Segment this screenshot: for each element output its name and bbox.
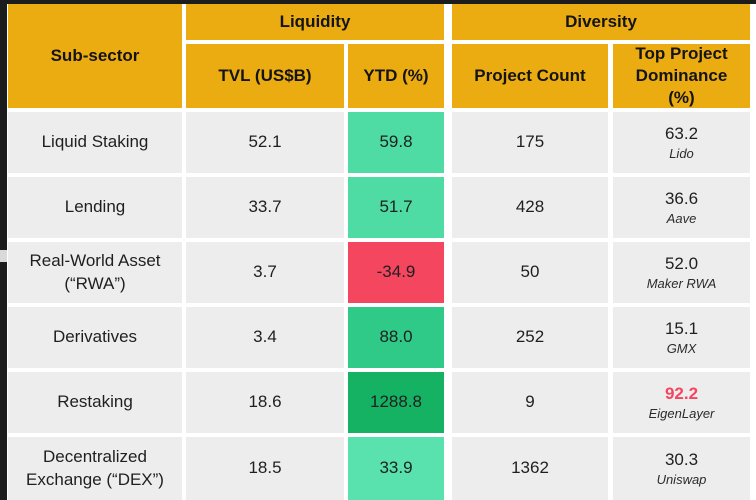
tvl-rwa: 3.7	[186, 242, 344, 303]
tvl-derivatives: 3.4	[186, 307, 344, 368]
header-group-liquidity: Liquidity	[186, 4, 444, 40]
row-name-rwa: Real-World Asset (“RWA”)	[8, 242, 182, 303]
top-project-name: EigenLayer	[648, 405, 715, 421]
header-group-diversity: Diversity	[452, 4, 750, 40]
dominance-value: 30.3	[664, 449, 699, 469]
top-project-name: GMX	[666, 340, 697, 356]
dominance-liquid-staking: 63.2 Lido	[613, 112, 750, 173]
top-project-name: Uniswap	[656, 471, 707, 487]
ytd-dex: 33.9	[348, 437, 444, 500]
tvl-liquid-staking: 52.1	[186, 112, 344, 173]
header-project-count: Project Count	[452, 44, 608, 108]
tvl-lending: 33.7	[186, 177, 344, 238]
dominance-value: 52.0	[664, 253, 699, 273]
row-name-derivatives: Derivatives	[8, 307, 182, 368]
projects-dex: 1362	[452, 437, 608, 500]
header-tvl: TVL (US$B)	[186, 44, 344, 108]
dominance-derivatives: 15.1 GMX	[613, 307, 750, 368]
sub-sector-table: Sub-sector Liquidity Diversity TVL (US$B…	[8, 4, 750, 500]
projects-restaking: 9	[452, 372, 608, 433]
projects-lending: 428	[452, 177, 608, 238]
tvl-dex: 18.5	[186, 437, 344, 500]
ytd-lending: 51.7	[348, 177, 444, 238]
dominance-rwa: 52.0 Maker RWA	[613, 242, 750, 303]
tvl-restaking: 18.6	[186, 372, 344, 433]
row-name-liquid-staking: Liquid Staking	[8, 112, 182, 173]
header-top-project-dominance: Top Project Dominance (%)	[613, 44, 750, 108]
top-project-name: Aave	[666, 210, 697, 226]
dominance-value: 63.2	[664, 123, 699, 143]
dominance-value: 15.1	[664, 318, 699, 338]
dominance-restaking: 92.2 EigenLayer	[613, 372, 750, 433]
top-edge-bar	[0, 0, 756, 4]
row-name-lending: Lending	[8, 177, 182, 238]
row-name-restaking: Restaking	[8, 372, 182, 433]
dominance-value: 36.6	[664, 188, 699, 208]
header-sub-sector: Sub-sector	[8, 4, 182, 108]
projects-rwa: 50	[452, 242, 608, 303]
ytd-liquid-staking: 59.8	[348, 112, 444, 173]
dominance-lending: 36.6 Aave	[613, 177, 750, 238]
dominance-dex: 30.3 Uniswap	[613, 437, 750, 500]
header-ytd: YTD (%)	[348, 44, 444, 108]
top-project-name: Lido	[669, 145, 694, 161]
projects-liquid-staking: 175	[452, 112, 608, 173]
ytd-derivatives: 88.0	[348, 307, 444, 368]
row-name-dex: Decentralized Exchange (“DEX”)	[8, 437, 182, 500]
ytd-rwa: -34.9	[348, 242, 444, 303]
top-project-name: Maker RWA	[646, 275, 717, 291]
dominance-value: 92.2	[664, 383, 699, 403]
ytd-restaking: 1288.8	[348, 372, 444, 433]
left-edge-notch	[0, 250, 7, 262]
projects-derivatives: 252	[452, 307, 608, 368]
